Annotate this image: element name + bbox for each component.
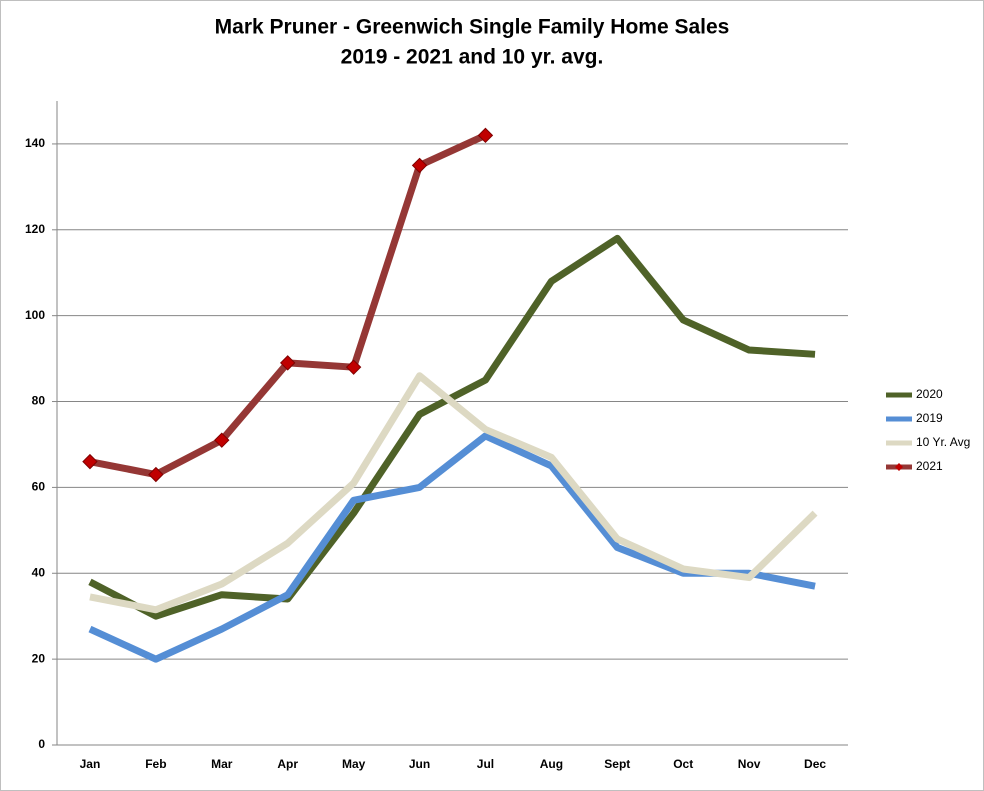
x-tick-label: Oct xyxy=(673,757,693,771)
data-point xyxy=(82,453,98,470)
x-tick-label: Jun xyxy=(409,757,430,771)
series-line xyxy=(88,234,816,620)
x-tick-label: May xyxy=(342,757,366,771)
x-tick-label: Sept xyxy=(604,757,630,771)
y-tick-label: 20 xyxy=(32,651,46,665)
chart-title: Mark Pruner - Greenwich Single Family Ho… xyxy=(215,16,730,39)
chart-subtitle: 2019 - 2021 and 10 yr. avg. xyxy=(341,46,604,69)
y-tick-label: 140 xyxy=(25,136,45,150)
y-tick-label: 0 xyxy=(38,737,45,751)
y-tick-label: 40 xyxy=(32,565,46,579)
x-tick-label: Jan xyxy=(80,757,101,771)
y-tick-label: 120 xyxy=(25,222,45,236)
x-tick-label: Apr xyxy=(277,757,298,771)
x-tick-label: Mar xyxy=(211,757,233,771)
x-tick-label: Feb xyxy=(145,757,166,771)
data-point xyxy=(345,359,362,375)
y-tick-label: 60 xyxy=(32,480,46,494)
legend-label: 10 Yr. Avg xyxy=(916,435,970,449)
data-point xyxy=(148,466,164,483)
data-point xyxy=(280,355,296,371)
x-tick-label: Aug xyxy=(540,757,563,771)
legend-marker xyxy=(895,463,903,471)
x-tick-label: Dec xyxy=(804,757,826,771)
y-tick-label: 80 xyxy=(32,394,46,408)
legend-label: 2019 xyxy=(916,411,943,425)
legend-label: 2021 xyxy=(916,459,943,473)
data-point xyxy=(477,127,494,144)
data-point xyxy=(411,157,428,174)
series-line xyxy=(89,372,818,614)
legend-label: 2020 xyxy=(916,387,943,401)
x-tick-label: Nov xyxy=(738,757,761,771)
y-tick-label: 100 xyxy=(25,308,45,322)
data-point xyxy=(214,432,230,448)
x-tick-label: Jul xyxy=(477,757,494,771)
